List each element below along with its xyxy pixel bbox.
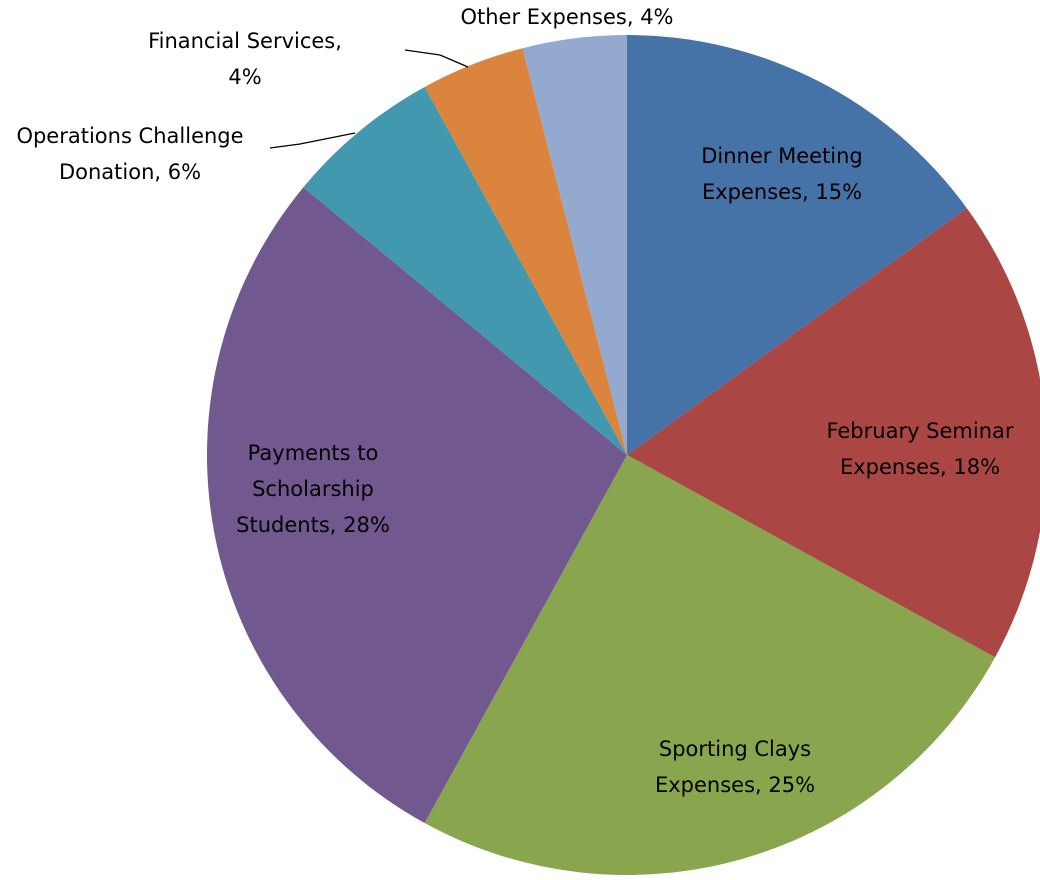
labels: Dinner Meeting Expenses, 15% February Semi…	[16, 5, 1013, 797]
pie-slice	[424, 48, 627, 456]
pie-slice	[303, 86, 627, 455]
data-label: Payments to Scholarship Students, 28%	[236, 441, 390, 537]
data-label: Financial Services, 4%	[148, 29, 342, 89]
pie-slice	[522, 35, 627, 455]
data-label: February Seminar Expenses, 18%	[826, 419, 1013, 479]
leader-line	[269, 132, 356, 149]
pie-slice	[627, 208, 1040, 658]
pie-slice	[424, 455, 996, 875]
slices	[206, 35, 1040, 875]
data-label: Dinner Meeting Expenses, 15%	[701, 144, 863, 204]
pie-slice	[627, 35, 967, 455]
leader-line	[404, 49, 469, 68]
data-label: Operations Challenge Donation, 6%	[16, 124, 243, 184]
pie-slice	[206, 187, 627, 824]
data-label: Sporting Clays Expenses, 25%	[655, 737, 815, 797]
data-label: Other Expenses, 4%	[460, 5, 673, 29]
